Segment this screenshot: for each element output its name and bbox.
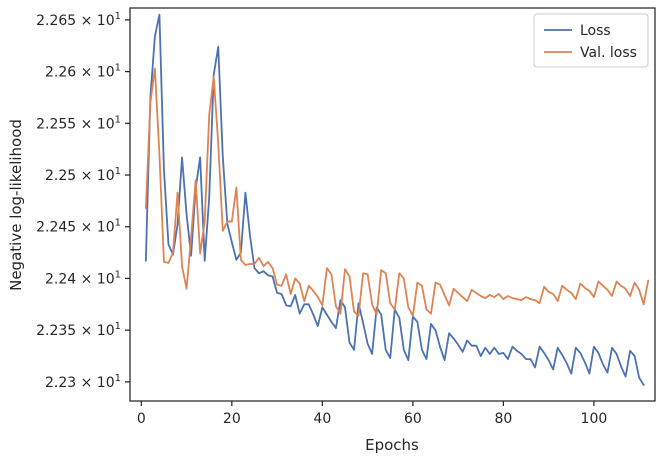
- x-tick-label: 100: [581, 411, 608, 427]
- plot-frame: [129, 7, 656, 402]
- y-tick-label: 2.24 × 101: [45, 269, 121, 287]
- y-tick-label: 2.235 × 101: [36, 321, 121, 339]
- legend: Loss Val. loss: [533, 13, 649, 68]
- y-tick-label: 2.245 × 101: [36, 218, 121, 236]
- legend-frame: [533, 13, 649, 68]
- y-tick-label: 2.23 × 101: [45, 373, 121, 391]
- y-tick-label: 2.25 × 101: [45, 166, 121, 184]
- ticks-layer: 0 20 40 60 80 100 2.23 × 101 2.235 × 101 2.24 × …: [36, 11, 607, 427]
- series-layer: [144, 13, 650, 386]
- y-tick-label: 2.265 × 101: [36, 11, 121, 29]
- legend-label-loss: Loss: [580, 23, 611, 39]
- x-tick-label: 60: [404, 411, 422, 427]
- x-tick-label: 0: [137, 411, 146, 427]
- x-tick-label: 40: [313, 411, 331, 427]
- y-tick-label: 2.255 × 101: [36, 114, 121, 132]
- series-line-1: [144, 67, 650, 317]
- x-tick-label: 20: [223, 411, 241, 427]
- y-axis-label: Negative log-likelihood: [7, 119, 25, 291]
- legend-label-val-loss: Val. loss: [580, 45, 637, 61]
- y-tick-label: 2.26 × 101: [45, 63, 121, 81]
- x-tick-label: 80: [494, 411, 512, 427]
- x-axis-label: Epochs: [365, 436, 419, 454]
